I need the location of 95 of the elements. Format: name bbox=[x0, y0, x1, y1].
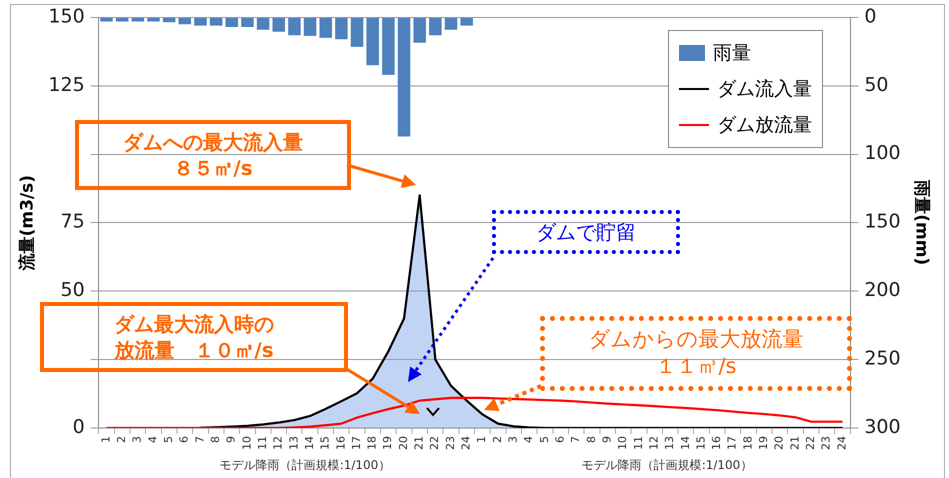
x-tick-label: 16 bbox=[710, 436, 724, 450]
x-tick-label: 6 bbox=[178, 436, 191, 444]
x-tick-label: 18 bbox=[741, 436, 754, 450]
x-tick-label: 20 bbox=[396, 436, 410, 450]
y-tick-label: 50 bbox=[60, 279, 85, 302]
x-tick-label: 15 bbox=[694, 436, 708, 450]
text: モデル降雨（計画規模:1/100） bbox=[220, 457, 390, 474]
y2-tick-label: 300 bbox=[864, 416, 901, 438]
bar bbox=[335, 18, 348, 40]
bar bbox=[116, 18, 128, 22]
x-tick-label: 1 bbox=[475, 436, 488, 444]
y-tick-label: 125 bbox=[48, 74, 85, 96]
bar bbox=[366, 18, 379, 66]
x-tick-label: 23 bbox=[820, 436, 833, 450]
legend-label: ダム流入量 bbox=[717, 77, 812, 102]
x-tick-label: 4 bbox=[522, 436, 536, 444]
text: モデル降雨（計画規模:1/100） bbox=[582, 457, 752, 474]
x-tick-label: 9 bbox=[600, 436, 614, 444]
y-tick-label: 150 bbox=[48, 5, 85, 28]
bar bbox=[241, 18, 254, 27]
bar bbox=[162, 18, 176, 22]
bar bbox=[413, 18, 426, 43]
x-tick-label: 16 bbox=[334, 436, 348, 450]
bar bbox=[460, 18, 473, 26]
y2-tick-label: 0 bbox=[864, 5, 876, 28]
bar bbox=[398, 18, 410, 136]
x-tick-label: 9 bbox=[224, 436, 238, 444]
bar bbox=[350, 18, 364, 47]
y2-tick-label: 200 bbox=[864, 279, 901, 302]
x-tick-label: 17 bbox=[726, 436, 739, 450]
bar bbox=[288, 18, 301, 36]
x-tick-label: 4 bbox=[146, 436, 160, 444]
legend-label: 雨量 bbox=[713, 41, 751, 66]
x-tick-label: 17 bbox=[350, 436, 363, 450]
y2-tick-label: 100 bbox=[864, 142, 901, 164]
x-tick-label: 10 bbox=[240, 436, 254, 450]
x-tick-label: 22 bbox=[428, 436, 442, 450]
bar bbox=[226, 18, 238, 27]
bar bbox=[194, 18, 207, 26]
annotation: ダムで貯留 bbox=[492, 210, 680, 254]
bar bbox=[210, 18, 222, 26]
y-tick-label: 75 bbox=[60, 210, 85, 233]
x-tick-label: 13 bbox=[287, 436, 300, 450]
x-tick-label: 15 bbox=[318, 436, 332, 450]
x-tick-label: 7 bbox=[193, 436, 206, 444]
bar bbox=[100, 18, 113, 22]
annotation: ダムへの最大流入量８５㎥/s bbox=[75, 120, 351, 190]
x-tick-label: 11 bbox=[632, 436, 645, 450]
bar bbox=[272, 18, 286, 32]
x-tick-label: 22 bbox=[804, 436, 818, 450]
x-tick-label: 3 bbox=[130, 436, 144, 444]
x-tick-label: 19 bbox=[757, 436, 770, 450]
x-tick-label: 11 bbox=[256, 436, 269, 450]
x-tick-label: 2 bbox=[115, 436, 128, 444]
x-tick-label: 21 bbox=[788, 436, 802, 450]
annotation: ダム最大流入時の放流量 １０㎥/s bbox=[40, 302, 348, 372]
x-tick-label: 8 bbox=[208, 436, 222, 444]
x-tick-label: 24 bbox=[835, 436, 848, 450]
x-tick-label: 1 bbox=[99, 436, 112, 444]
x-tick-label: 14 bbox=[302, 436, 316, 450]
bar bbox=[319, 18, 332, 38]
bar bbox=[382, 18, 395, 75]
annotation: ダムからの最大放流量１１㎥/s bbox=[540, 316, 852, 391]
x-tick-label: 24 bbox=[460, 436, 473, 450]
y2-tick-label: 150 bbox=[864, 210, 901, 233]
bar bbox=[444, 18, 458, 30]
x-tick-label: 12 bbox=[272, 436, 285, 450]
bar bbox=[132, 18, 144, 22]
x-tick-label: 3 bbox=[506, 436, 520, 444]
x-tick-label: 20 bbox=[772, 436, 786, 450]
bar bbox=[147, 18, 160, 22]
x-tick-label: 10 bbox=[616, 436, 630, 450]
x-tick-label: 2 bbox=[490, 436, 504, 444]
x-tick-label: 12 bbox=[647, 436, 660, 450]
bar bbox=[178, 18, 192, 24]
x-tick-label: 6 bbox=[553, 436, 566, 444]
x-tick-label: 7 bbox=[569, 436, 582, 444]
bar bbox=[304, 18, 316, 36]
y-tick-label: 0 bbox=[72, 416, 85, 438]
y2-axis-title: 雨量(mm) bbox=[911, 179, 932, 266]
bar bbox=[429, 18, 442, 36]
x-tick-label: 8 bbox=[584, 436, 598, 444]
x-tick-label: 5 bbox=[538, 436, 551, 444]
x-tick-label: 5 bbox=[162, 436, 175, 444]
x-tick-label: 19 bbox=[381, 436, 394, 450]
bar bbox=[256, 18, 270, 30]
x-tick-label: 21 bbox=[412, 436, 426, 450]
legend-label: ダム放流量 bbox=[717, 113, 812, 138]
x-tick-label: 23 bbox=[444, 436, 457, 450]
y2-tick-label: 50 bbox=[864, 74, 889, 96]
x-tick-label: 14 bbox=[678, 436, 692, 450]
x-tick-label: 18 bbox=[366, 436, 379, 450]
x-tick-label: 13 bbox=[663, 436, 676, 450]
y-axis-title: 流量(m3/s) bbox=[18, 174, 38, 272]
y2-tick-label: 250 bbox=[864, 348, 901, 370]
